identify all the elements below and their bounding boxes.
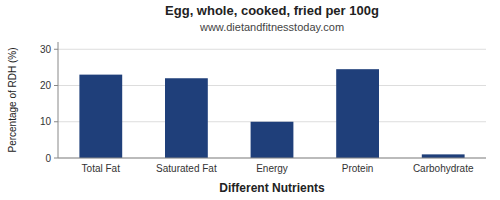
bar — [165, 78, 208, 158]
bars — [79, 69, 464, 158]
tick-label: 20 — [40, 80, 52, 91]
title: Egg, whole, cooked, fried per 100g — [165, 3, 379, 18]
grid-line — [58, 158, 486, 159]
tick-mark — [54, 49, 58, 50]
tick-label: Saturated Fat — [156, 163, 217, 174]
x-axis: Total Fat Saturated Fat Energy Protein Carbo… — [58, 158, 486, 174]
tick-label: 30 — [40, 44, 52, 55]
bar — [422, 154, 465, 158]
grid-line — [58, 49, 486, 50]
tick-label: Energy — [256, 163, 288, 174]
tick-mark — [54, 158, 58, 159]
bar — [79, 75, 122, 158]
subtitle: www.dietandfitnesstoday.com — [199, 21, 344, 33]
tick-label: Total Fat — [82, 163, 121, 174]
y-axis-label: Percentage of RDH (%) — [7, 47, 18, 152]
bar — [336, 69, 379, 158]
y-axis: 0 10 20 30 — [40, 42, 486, 164]
chart-svg: Egg, whole, cooked, fried per 100g www.di… — [0, 0, 500, 200]
tick-mark — [54, 85, 58, 86]
tick-label: Carbohydrate — [413, 163, 474, 174]
chart-container: Egg, whole, cooked, fried per 100g www.di… — [0, 0, 500, 200]
tick-label: 10 — [40, 116, 52, 127]
axis-line — [58, 42, 59, 158]
axis-line — [58, 158, 486, 159]
tick-label: Protein — [342, 163, 374, 174]
bar — [251, 122, 294, 158]
tick-label: 0 — [45, 153, 51, 164]
x-axis-label: Different Nutrients — [219, 181, 325, 195]
tick-mark — [54, 121, 58, 122]
